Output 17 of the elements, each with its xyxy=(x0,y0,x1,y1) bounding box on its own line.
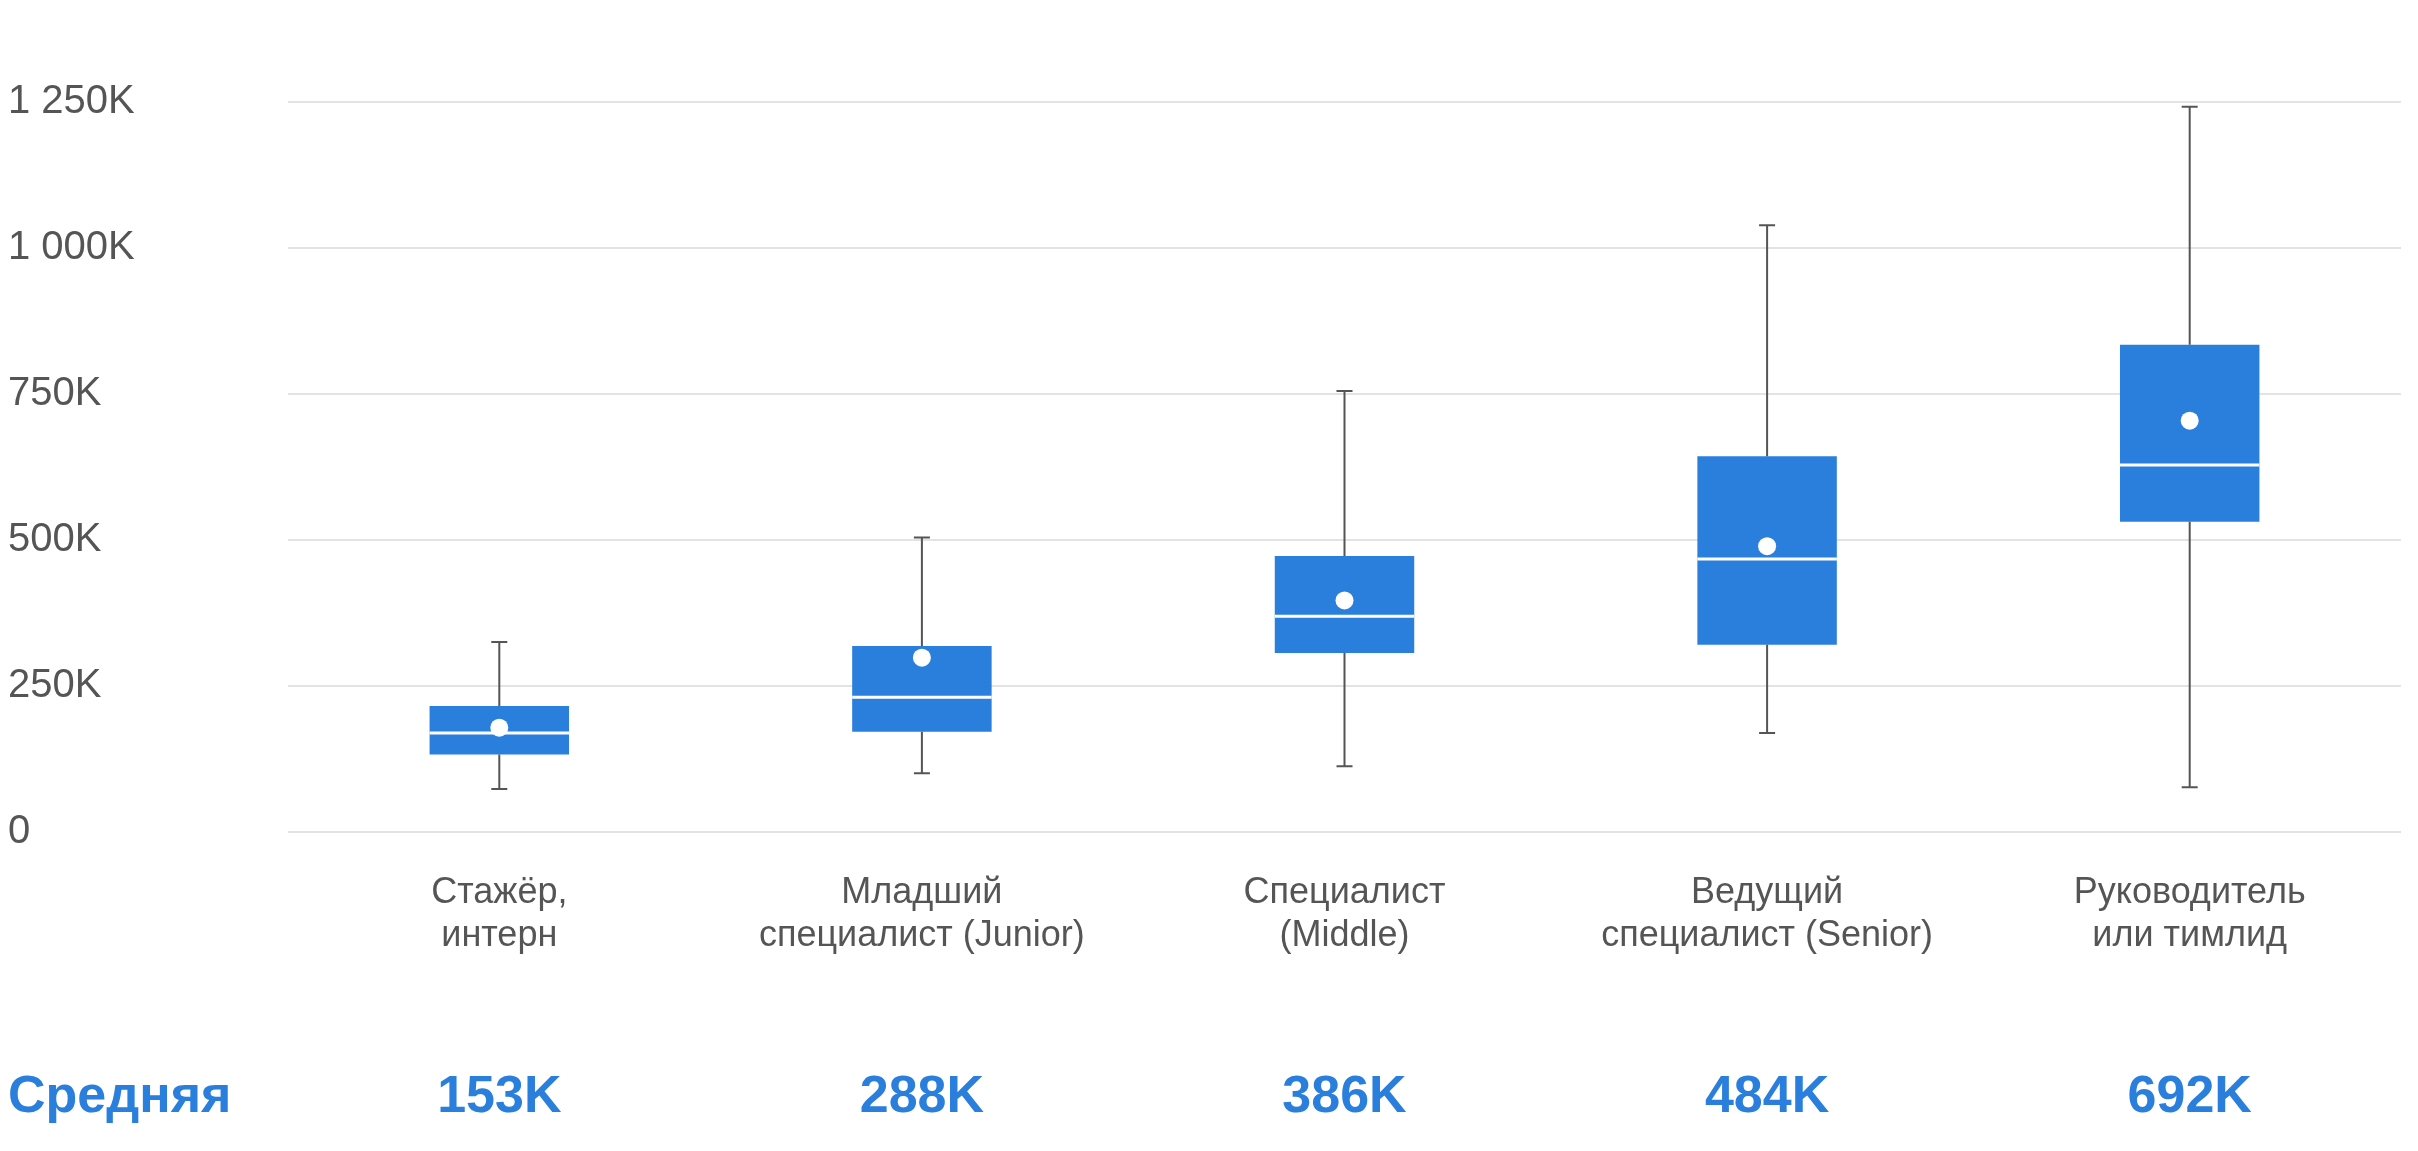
y-tick-label: 1 250K xyxy=(8,77,136,122)
y-tick-label: 750K xyxy=(8,368,102,413)
text: 386K xyxy=(1282,1065,1408,1124)
text: 484K xyxy=(1704,1065,1830,1124)
y-tick-label: 500K xyxy=(8,514,102,559)
y-tick-label: 250K xyxy=(8,660,102,705)
y-tick-label: 0 xyxy=(8,806,31,851)
y-tick-label: 1 000K xyxy=(8,222,136,267)
x-tick-label: Стажёр, интерн xyxy=(431,870,568,955)
x-tick-label: Ведущий специалист (Senior) xyxy=(1601,870,1934,955)
text: Средняя xyxy=(8,1065,232,1124)
x-tick-label: Специалист (Middle) xyxy=(1243,870,1446,955)
text: 288K xyxy=(859,1065,985,1124)
x-tick-label: Младший специалист (Junior) xyxy=(758,870,1085,955)
text: 153K xyxy=(437,1065,562,1124)
x-tick-label: Руководитель или тимлид xyxy=(2073,870,2306,955)
text: 692K xyxy=(2127,1065,2253,1124)
